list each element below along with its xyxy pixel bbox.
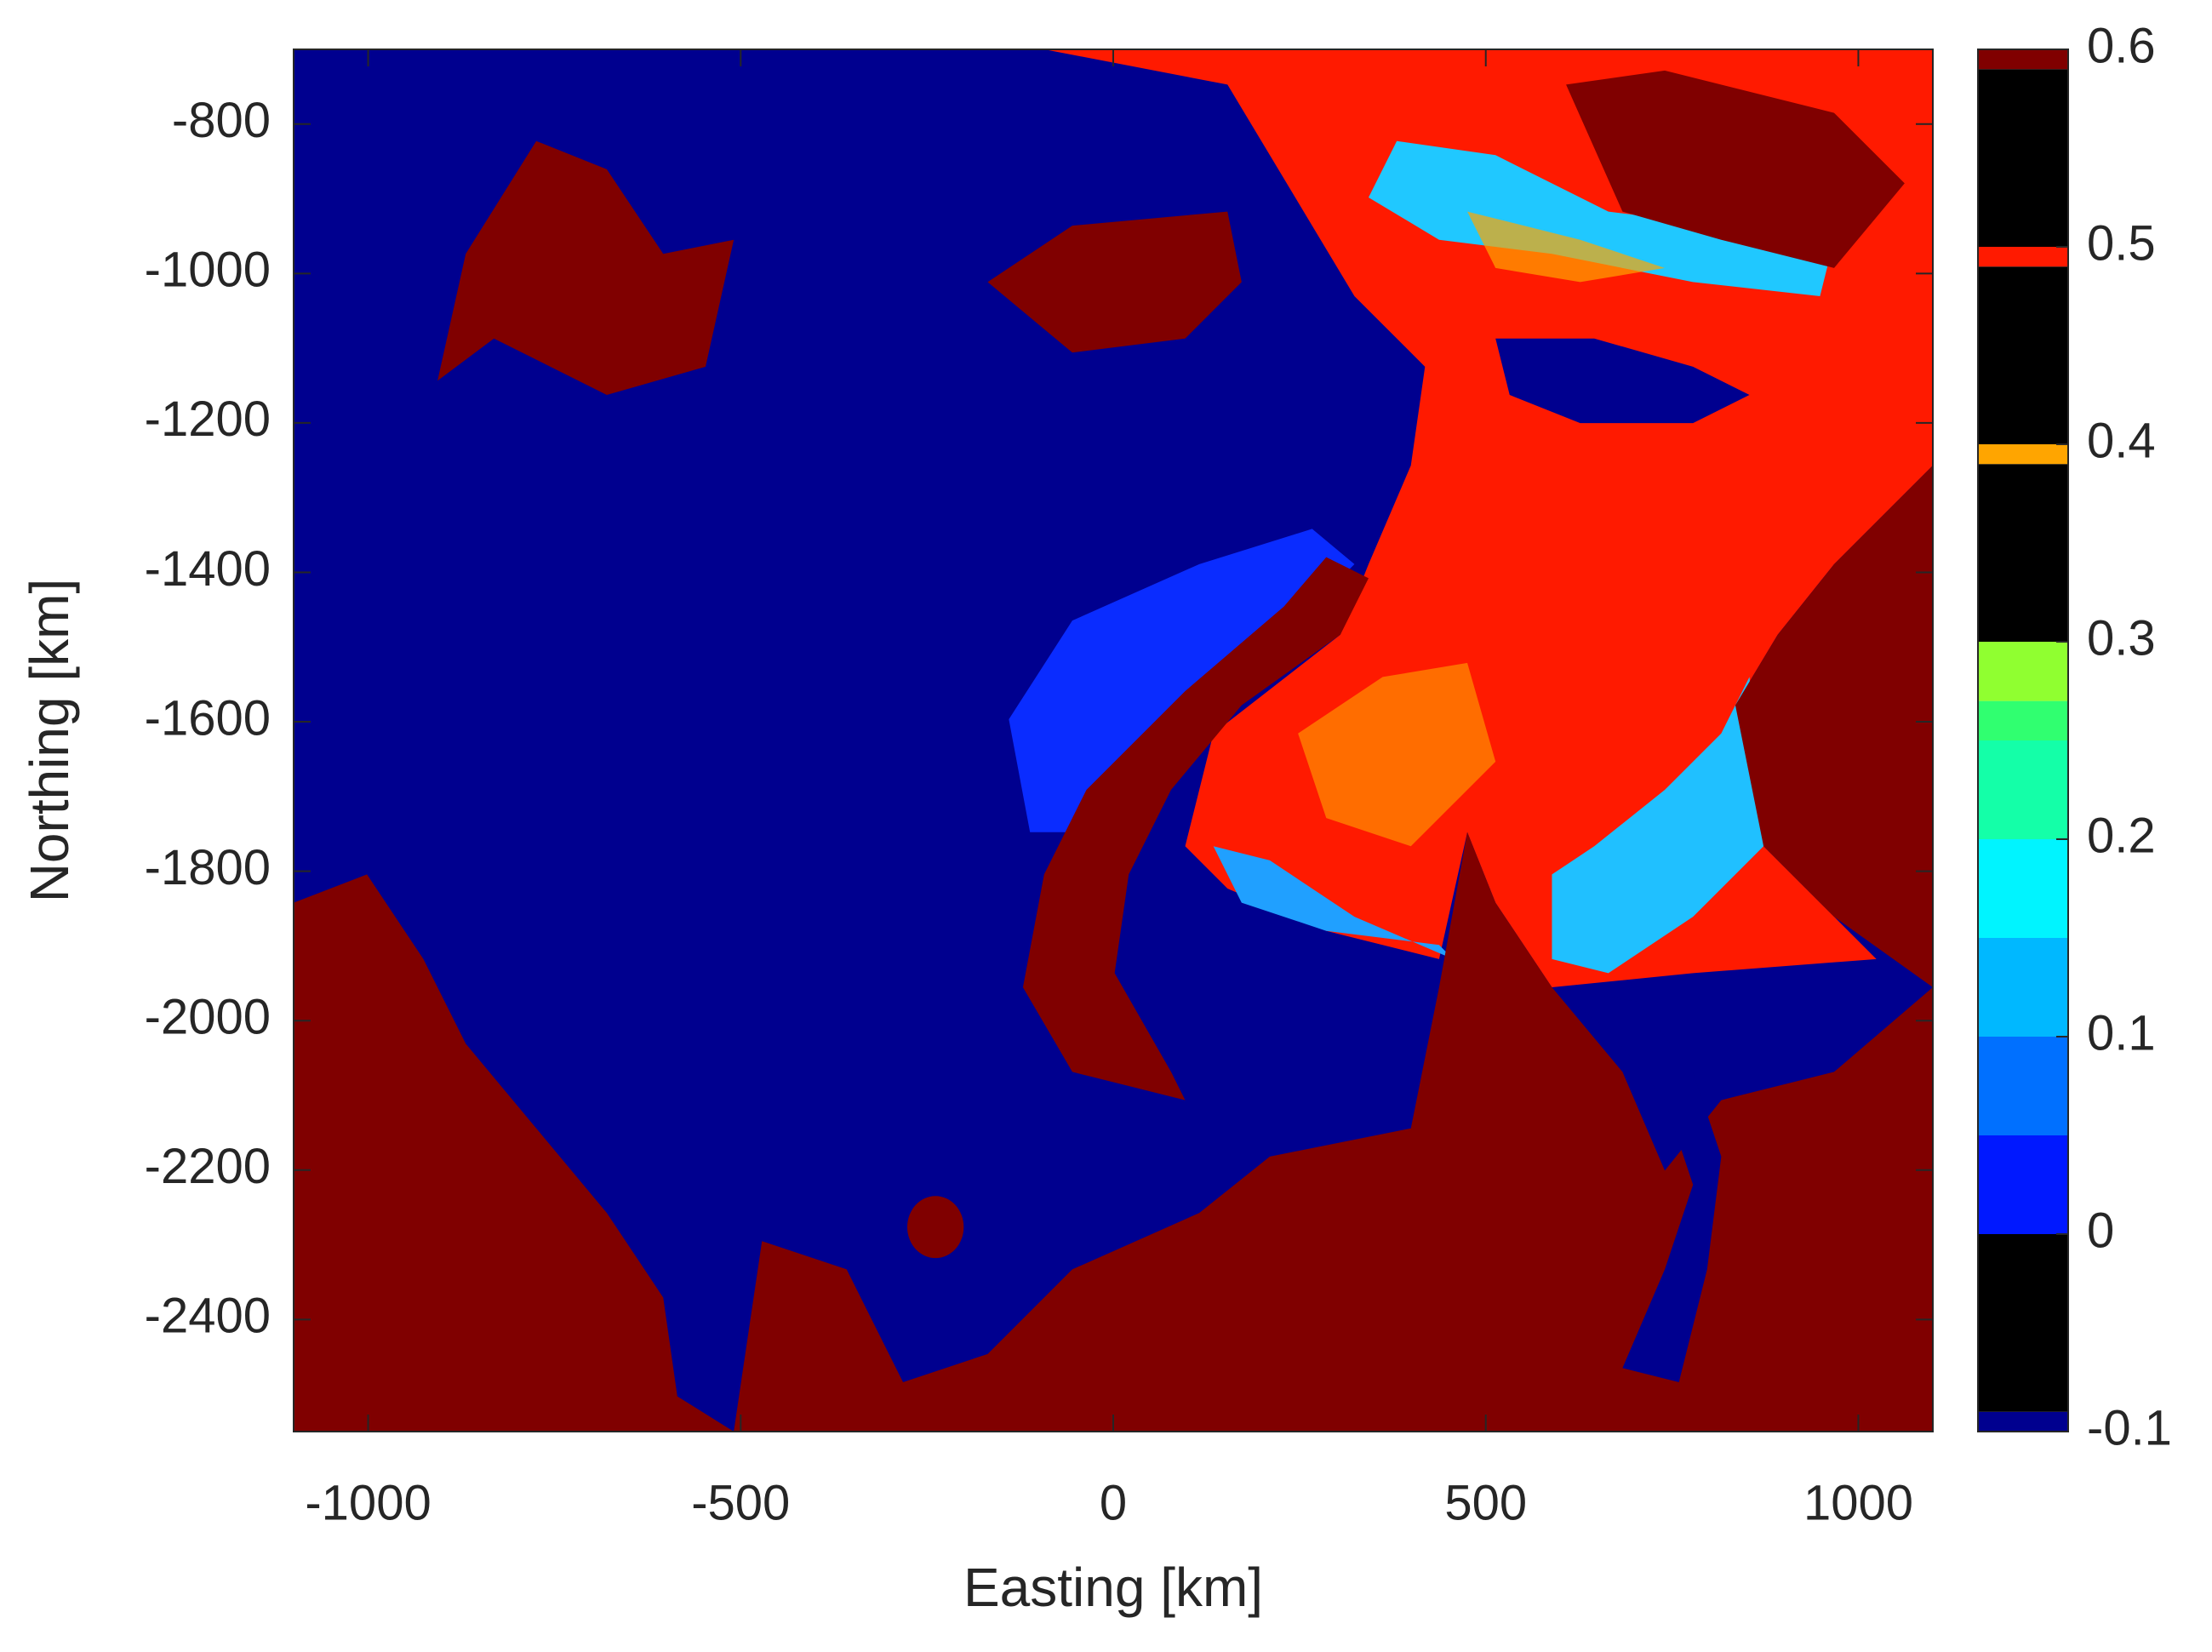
novaya-zemlya	[1022, 557, 1369, 1100]
colorbar-segment	[1978, 642, 2068, 701]
colorbar-segment	[1978, 1037, 2068, 1135]
russia	[734, 832, 1933, 1432]
x-tick-label: 0	[1100, 1475, 1127, 1530]
open-water	[1495, 338, 1750, 424]
x-tick-label: 1000	[1803, 1475, 1913, 1530]
east-land	[1735, 465, 1933, 987]
colorbar-segment	[1978, 49, 2068, 70]
ice-cyan	[1213, 846, 1454, 959]
y-axis-title: Northing [km]	[19, 579, 80, 903]
colorbar-segment	[1978, 839, 2068, 938]
y-tick-label: -2200	[145, 1139, 271, 1194]
y-tick-label: -1600	[145, 690, 271, 746]
colorbar-tick-label: 0.4	[2087, 413, 2156, 468]
y-tick-label: -1000	[145, 243, 271, 298]
colorbar-tick-label: -0.1	[2087, 1400, 2172, 1455]
colorbar-tick-label: 0.3	[2087, 610, 2156, 666]
colorbar-segment	[1978, 266, 2068, 444]
land	[294, 70, 1933, 1432]
colorbar-frame	[1977, 49, 2069, 1432]
x-axis-title: Easting [km]	[963, 1557, 1263, 1618]
y-tick-label: -2400	[145, 1289, 271, 1344]
severnaya-zemlya	[1566, 70, 1905, 268]
ice-cyan	[1369, 140, 1834, 296]
colorbar-segment	[1978, 1411, 2068, 1432]
map-layer	[294, 49, 1933, 1432]
ice-cyan	[1552, 677, 1764, 974]
svalbard	[437, 140, 734, 395]
ice-orange	[1467, 211, 1666, 283]
y-tick-label: -1400	[145, 541, 271, 597]
river-gulf	[1552, 987, 1722, 1382]
x-tick-label: -500	[691, 1475, 790, 1530]
colorbar-tick-label: 0.2	[2087, 808, 2156, 863]
franz-josef-land	[987, 211, 1242, 353]
colorbar-segment	[1978, 444, 2068, 465]
colorbar-segment	[1978, 740, 2068, 839]
y-tick-label: -800	[172, 93, 271, 148]
colorbar-segment	[1978, 938, 2068, 1037]
y-tick-label: -1800	[145, 840, 271, 895]
colorbar-tick-label: 0.1	[2087, 1005, 2156, 1060]
x-tick-label: -1000	[305, 1475, 431, 1530]
colorbar-tick-label: 0.6	[2087, 18, 2156, 73]
ice-blue	[1009, 529, 1355, 832]
colorbar-tick-label: 0	[2087, 1203, 2114, 1258]
colorbar-segment	[1978, 247, 2068, 267]
colorbar-segment	[1978, 1135, 2068, 1234]
colorbar-segment	[1978, 700, 2068, 740]
x-tick-label: 500	[1444, 1475, 1527, 1530]
y-tick-label: -1200	[145, 392, 271, 447]
colorbar-segment	[1978, 1234, 2068, 1412]
kolguev	[907, 1196, 964, 1259]
scandinavia	[294, 874, 734, 1432]
colorbar-segment	[1978, 69, 2068, 247]
y-tick-label: -2000	[145, 990, 271, 1045]
colorbar-segment	[1978, 464, 2068, 642]
colorbar-tick-label: 0.5	[2087, 215, 2156, 271]
ice-orange	[1298, 662, 1496, 847]
